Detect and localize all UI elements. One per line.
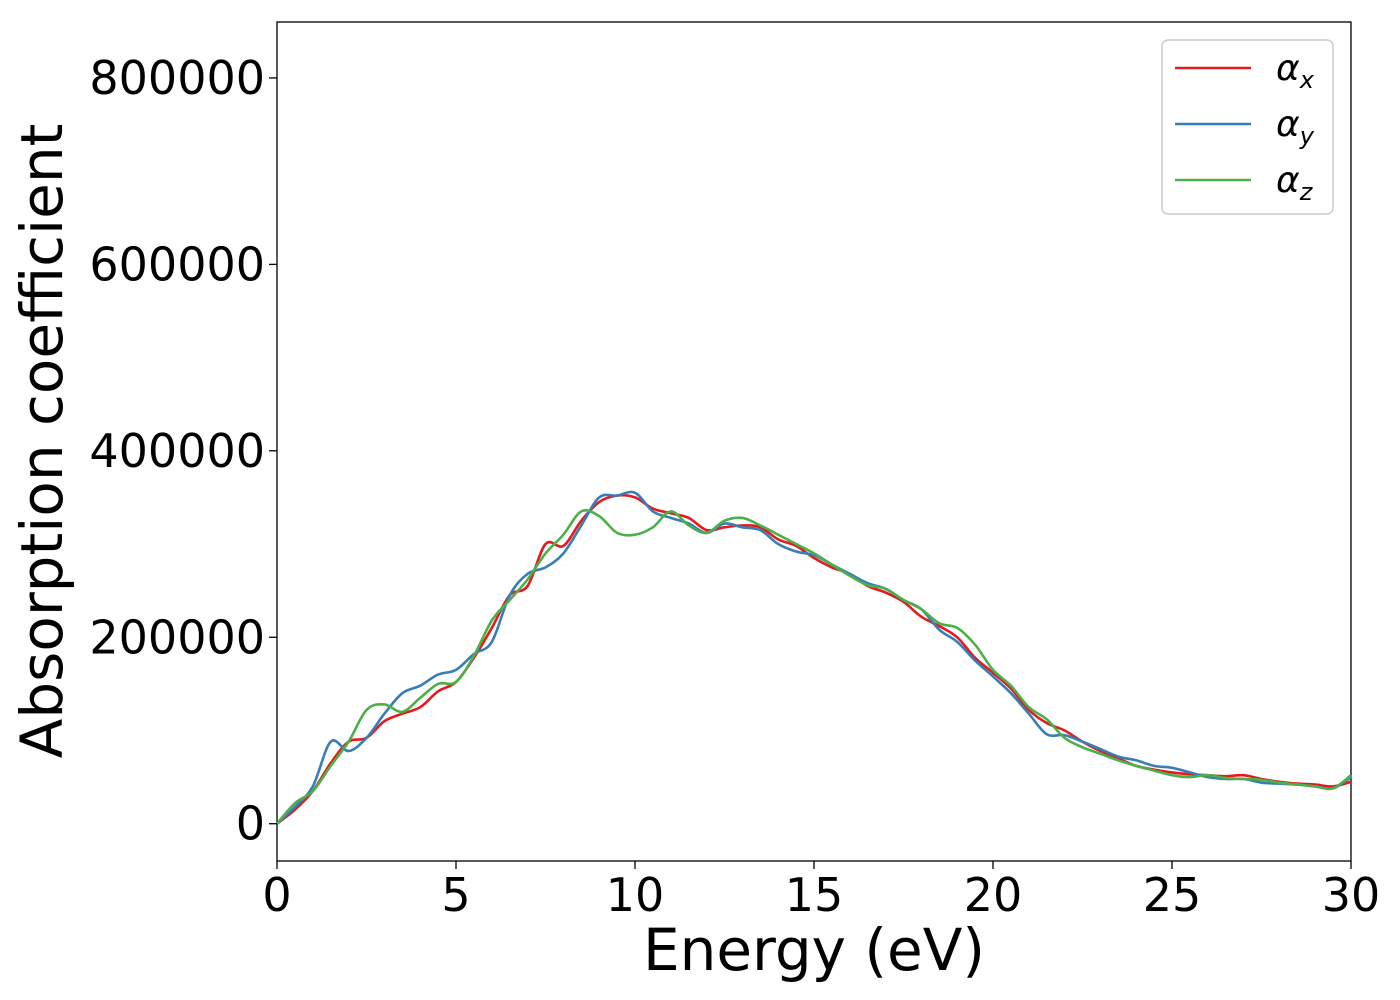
- legend-box: [1161, 39, 1334, 215]
- legend-label-y: αy: [1276, 104, 1315, 150]
- series-layer: [276, 490, 1352, 825]
- x-tick-label: 10: [606, 868, 665, 922]
- y-axis-ticks: 0 200000 400000 600000 800000: [89, 51, 277, 851]
- y-tick-label: 800000: [89, 51, 265, 105]
- legend: αx αy αz: [1161, 39, 1334, 215]
- series-line-z: [276, 509, 1352, 825]
- series-line-y: [276, 490, 1352, 825]
- y-tick-label: 0: [236, 797, 265, 851]
- legend-label-x: αx: [1276, 48, 1315, 94]
- x-tick-label: 25: [1143, 868, 1202, 922]
- legend-label-z: αz: [1276, 160, 1314, 206]
- x-tick-label: 0: [262, 868, 291, 922]
- y-tick-label: 400000: [89, 424, 265, 478]
- x-axis-ticks: 0 5 10 15 20 25 30: [262, 861, 1380, 922]
- y-axis-label: Absorption coefficient: [8, 124, 76, 759]
- x-axis-label: Energy (eV): [643, 916, 985, 984]
- y-tick-label: 600000: [89, 237, 265, 291]
- y-tick-label: 200000: [89, 610, 265, 664]
- x-tick-label: 20: [964, 868, 1023, 922]
- x-tick-label: 5: [441, 868, 470, 922]
- x-tick-label: 15: [785, 868, 844, 922]
- x-tick-label: 30: [1322, 868, 1381, 922]
